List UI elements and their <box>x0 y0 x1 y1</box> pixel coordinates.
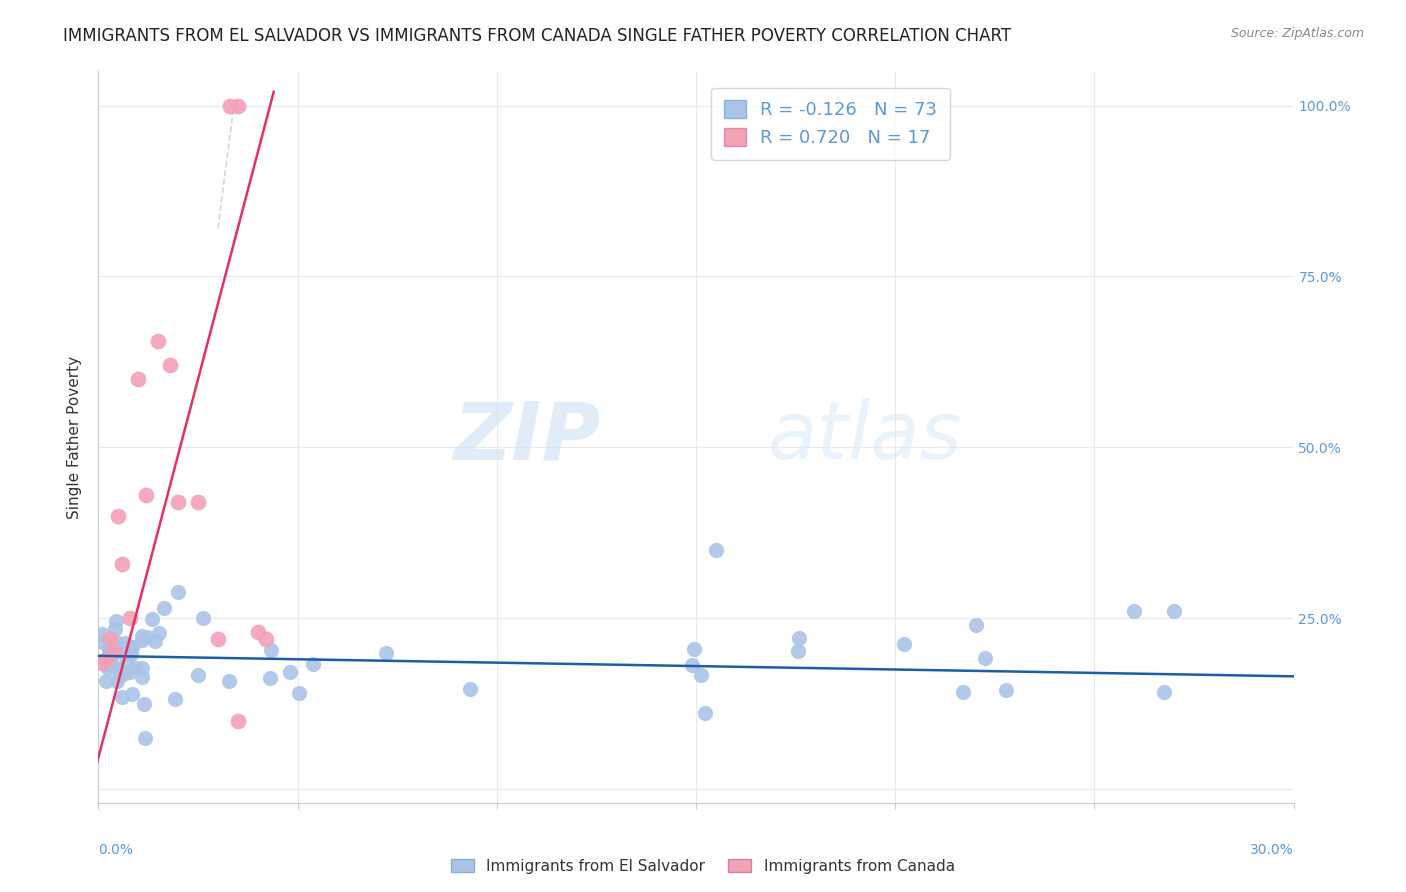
Point <box>121 640 143 654</box>
Point <box>105 635 128 649</box>
Point <box>100 632 122 646</box>
Point <box>118 665 141 680</box>
Point <box>114 666 136 681</box>
Point <box>259 671 281 685</box>
Point <box>134 731 156 746</box>
Point <box>97 661 120 675</box>
Point <box>166 584 188 599</box>
Point <box>103 645 125 659</box>
Point <box>135 631 157 645</box>
Point <box>995 682 1018 697</box>
Point <box>120 611 142 625</box>
Point <box>107 643 129 657</box>
Point <box>91 656 114 670</box>
Text: IMMIGRANTS FROM EL SALVADOR VS IMMIGRANTS FROM CANADA SINGLE FATHER POVERTY CORR: IMMIGRANTS FROM EL SALVADOR VS IMMIGRANT… <box>63 27 1011 45</box>
Point <box>704 542 727 557</box>
Point <box>91 627 114 641</box>
Text: 0.0%: 0.0% <box>98 843 134 857</box>
Point <box>145 634 167 648</box>
Legend: R = -0.126   N = 73, R = 0.720   N = 17: R = -0.126 N = 73, R = 0.720 N = 17 <box>711 87 950 160</box>
Text: 30.0%: 30.0% <box>1250 843 1294 857</box>
Point <box>165 691 187 706</box>
Point <box>131 670 153 684</box>
Point <box>110 690 132 704</box>
Point <box>787 632 810 646</box>
Point <box>974 651 997 665</box>
Point <box>131 629 153 643</box>
Point <box>148 334 170 349</box>
Text: atlas: atlas <box>768 398 963 476</box>
Point <box>111 557 134 571</box>
Point <box>105 674 128 689</box>
Point <box>114 636 136 650</box>
Point <box>260 643 283 657</box>
Text: Source: ZipAtlas.com: Source: ZipAtlas.com <box>1230 27 1364 40</box>
Point <box>97 642 120 657</box>
Point <box>131 661 153 675</box>
Point <box>458 681 481 696</box>
Point <box>226 98 249 112</box>
Point <box>104 614 127 628</box>
Point <box>115 656 138 670</box>
Point <box>120 647 142 661</box>
Point <box>786 644 808 658</box>
Point <box>148 626 170 640</box>
Point <box>187 668 209 682</box>
Point <box>127 372 149 386</box>
Point <box>280 665 302 679</box>
Point <box>107 508 129 523</box>
Point <box>124 661 146 675</box>
Point <box>96 652 118 666</box>
Point <box>93 635 115 649</box>
Point <box>246 624 269 639</box>
Point <box>107 662 129 676</box>
Point <box>167 495 190 509</box>
Point <box>159 359 181 373</box>
Point <box>110 668 132 682</box>
Point <box>207 632 229 646</box>
Point <box>254 632 277 646</box>
Point <box>1153 685 1175 699</box>
Point <box>98 648 121 663</box>
Point <box>132 697 155 711</box>
Point <box>683 642 706 657</box>
Point <box>94 674 117 689</box>
Point <box>226 714 249 728</box>
Point <box>100 651 122 665</box>
Point <box>952 684 974 698</box>
Point <box>1123 604 1146 618</box>
Point <box>98 658 121 673</box>
Point <box>187 495 209 509</box>
Point <box>121 687 143 701</box>
Point <box>153 601 176 615</box>
Point <box>1163 604 1185 618</box>
Legend: Immigrants from El Salvador, Immigrants from Canada: Immigrants from El Salvador, Immigrants … <box>446 853 960 880</box>
Point <box>131 633 153 648</box>
Y-axis label: Single Father Poverty: Single Father Poverty <box>67 356 83 518</box>
Point <box>690 668 713 682</box>
Point <box>193 611 215 625</box>
Point <box>695 706 717 720</box>
Point <box>302 657 325 671</box>
Point <box>374 646 396 660</box>
Point <box>682 657 704 672</box>
Text: ZIP: ZIP <box>453 398 600 476</box>
Point <box>219 98 242 112</box>
Point <box>141 612 163 626</box>
Point <box>121 640 143 654</box>
Point <box>135 488 157 502</box>
Point <box>288 686 311 700</box>
Point <box>218 673 240 688</box>
Point <box>893 637 915 651</box>
Point <box>965 617 987 632</box>
Point <box>104 622 127 636</box>
